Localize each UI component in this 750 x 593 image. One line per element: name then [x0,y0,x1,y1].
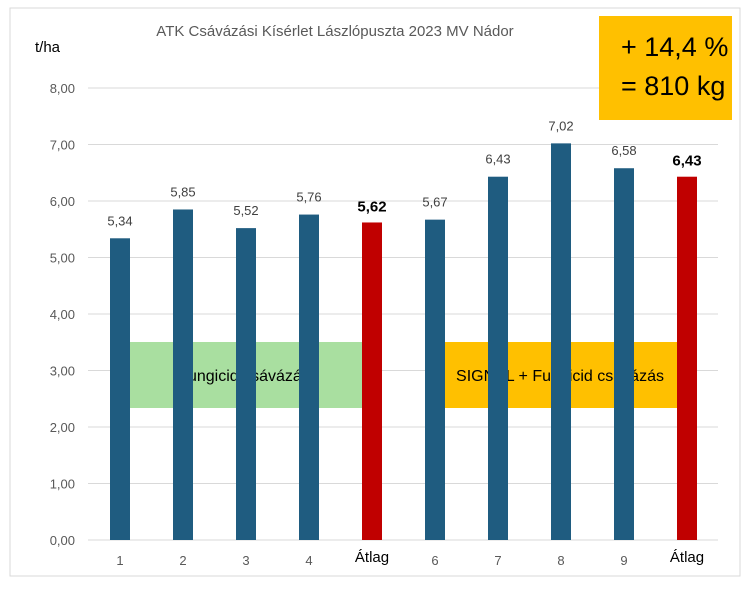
data-label: 7,02 [548,118,573,133]
data-labels: 5,34 5,85 5,52 5,76 5,62 5,67 6,43 7,02 6,58 6,43 [107,118,701,228]
x-axis-ticks: 1 2 3 4 Átlag 6 7 8 9 Átlag [116,549,704,568]
x-tick-label: 3 [242,553,249,568]
y-tick-label: 1,00 [50,477,75,492]
data-label: 5,76 [296,190,321,205]
bar [299,214,319,540]
y-tick-label: 7,00 [50,138,75,153]
y-tick-label: 5,00 [50,251,75,266]
x-tick-label: 2 [179,553,186,568]
y-axis-unit: t/ha [35,39,61,56]
x-tick-label: 1 [116,553,123,568]
data-label: 5,62 [357,198,386,215]
x-tick-label: Átlag [355,549,389,566]
x-tick-label: 8 [557,553,564,568]
x-tick-label: 7 [494,553,501,568]
x-tick-label: Átlag [670,549,704,566]
bars [110,143,697,541]
y-tick-label: 8,00 [50,81,75,96]
y-tick-label: 6,00 [50,194,75,209]
bar [110,238,130,541]
data-label: 6,43 [485,152,510,167]
data-label: 5,52 [233,203,258,218]
bar [614,168,634,541]
x-tick-label: 6 [431,553,438,568]
data-label: 6,58 [611,143,636,158]
bar [236,228,256,540]
data-label: 5,67 [422,195,447,210]
data-label: 6,43 [672,153,701,170]
data-label: 5,85 [170,184,195,199]
x-tick-label: 4 [305,553,312,568]
increase-percent: + 14,4 % [621,32,729,62]
y-tick-label: 0,00 [50,533,75,548]
y-tick-label: 2,00 [50,420,75,435]
increase-kg: = 810 kg [621,71,726,101]
x-tick-label: 9 [620,553,627,568]
y-tick-label: 3,00 [50,364,75,379]
bar [488,176,508,540]
bar [677,176,697,540]
bar [551,143,571,540]
bar [425,219,445,540]
bar [173,209,193,540]
bar [362,222,382,540]
yield-increase-callout: + 14,4 % = 810 kg [599,16,732,120]
chart-title: ATK Csávázási Kísérlet Lászlópuszta 2023… [156,23,513,40]
y-tick-label: 4,00 [50,307,75,322]
y-axis-ticks: 0,00 1,00 2,00 3,00 4,00 5,00 6,00 7,00 8,00 [50,81,75,548]
data-label: 5,34 [107,213,132,228]
